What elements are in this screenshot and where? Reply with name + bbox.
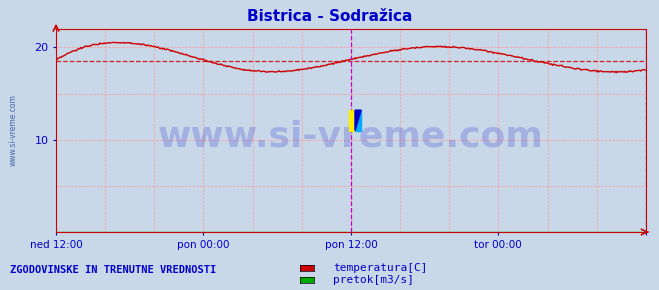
Text: ZGODOVINSKE IN TRENUTNE VREDNOSTI: ZGODOVINSKE IN TRENUTNE VREDNOSTI — [10, 265, 216, 275]
Text: temperatura[C]: temperatura[C] — [333, 263, 427, 273]
Polygon shape — [355, 110, 361, 130]
Bar — [355, 110, 361, 130]
Text: Bistrica - Sodražica: Bistrica - Sodražica — [247, 9, 412, 24]
Bar — [349, 110, 355, 130]
Text: pretok[m3/s]: pretok[m3/s] — [333, 275, 414, 285]
Text: www.si-vreme.com: www.si-vreme.com — [9, 95, 18, 166]
Text: www.si-vreme.com: www.si-vreme.com — [158, 119, 544, 154]
